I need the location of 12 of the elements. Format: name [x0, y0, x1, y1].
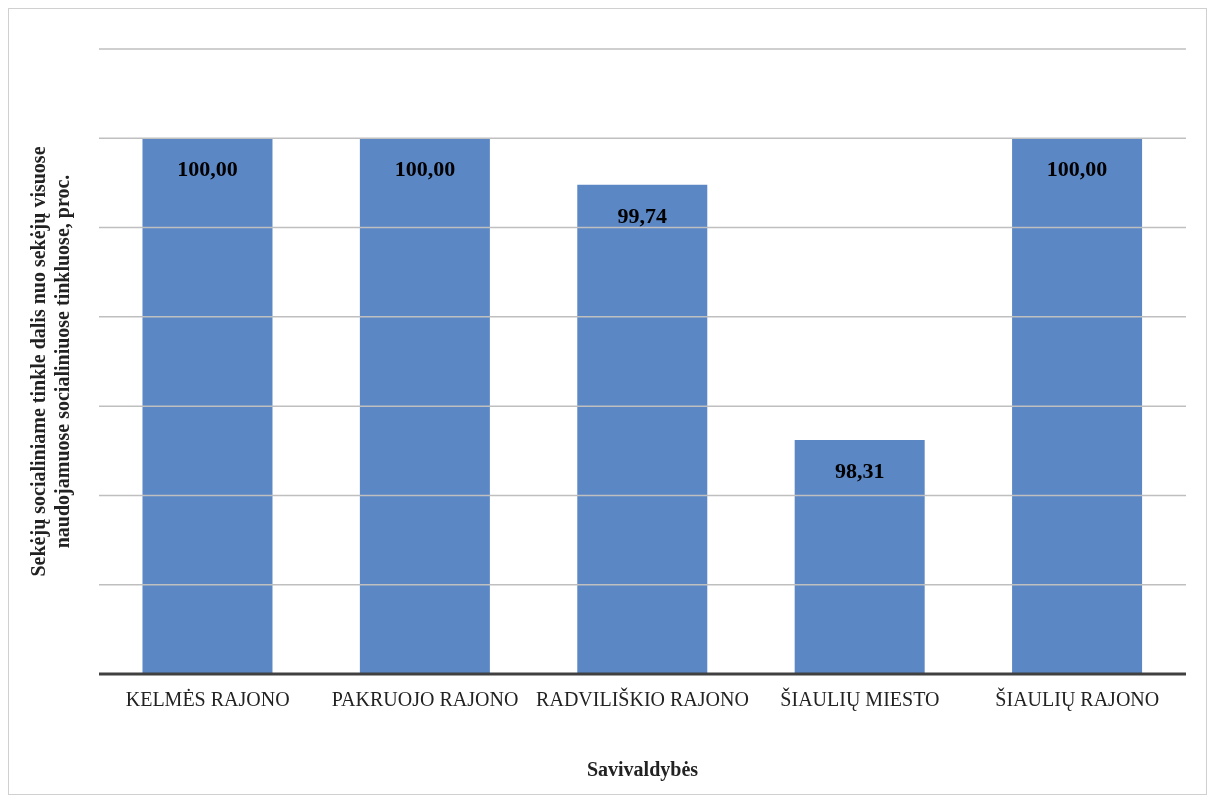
y-axis-title: Sekėjų socialiniame tinkle dalis nuo sekėjų visuose naudojamuose socialiniuose tinkluose, proc.: [27, 146, 74, 577]
x-axis-title: Savivaldybės: [586, 758, 699, 781]
data-label: 98,31: [834, 458, 885, 484]
x-tick-label: PAKRUOJO RAJONO: [331, 688, 519, 711]
data-label: 100,00: [394, 156, 456, 182]
data-label: 100,00: [177, 156, 238, 182]
x-tick-label: RADVILIŠKIO RAJONO: [536, 687, 749, 711]
x-tick-label: KELMĖS RAJONO: [125, 688, 290, 711]
x-tick-label: ŠIAULIŲ MIESTO: [780, 687, 940, 712]
data-label: 99,74: [617, 202, 668, 228]
data-label: 100,00: [1046, 156, 1108, 182]
x-tick-label: ŠIAULIŲ RAJONO: [995, 687, 1160, 712]
